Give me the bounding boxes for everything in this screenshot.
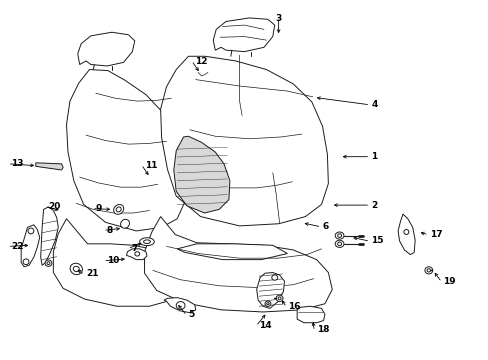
Ellipse shape bbox=[73, 266, 79, 271]
Ellipse shape bbox=[403, 229, 408, 234]
Polygon shape bbox=[297, 306, 325, 323]
Polygon shape bbox=[397, 214, 414, 255]
Text: 12: 12 bbox=[194, 57, 207, 66]
Text: 5: 5 bbox=[188, 310, 194, 319]
Text: 18: 18 bbox=[316, 325, 328, 334]
Text: 9: 9 bbox=[96, 204, 102, 213]
Polygon shape bbox=[53, 219, 184, 306]
Text: 17: 17 bbox=[429, 230, 442, 239]
Text: 1: 1 bbox=[370, 152, 377, 161]
Polygon shape bbox=[66, 69, 184, 231]
Polygon shape bbox=[21, 225, 40, 267]
Text: 20: 20 bbox=[48, 202, 61, 211]
Ellipse shape bbox=[426, 269, 429, 272]
Ellipse shape bbox=[23, 259, 29, 265]
Ellipse shape bbox=[135, 252, 140, 256]
Ellipse shape bbox=[176, 302, 184, 310]
Ellipse shape bbox=[276, 295, 283, 302]
Ellipse shape bbox=[121, 219, 129, 228]
Text: 13: 13 bbox=[11, 159, 24, 168]
Text: 11: 11 bbox=[144, 161, 157, 170]
Polygon shape bbox=[160, 56, 328, 226]
Text: 6: 6 bbox=[322, 222, 328, 231]
Text: 14: 14 bbox=[259, 321, 271, 330]
Text: 19: 19 bbox=[443, 276, 455, 285]
Ellipse shape bbox=[271, 275, 277, 280]
Text: 7: 7 bbox=[131, 244, 138, 253]
Polygon shape bbox=[173, 136, 229, 213]
Ellipse shape bbox=[337, 242, 341, 246]
Ellipse shape bbox=[334, 240, 343, 247]
Text: 22: 22 bbox=[11, 242, 24, 251]
Polygon shape bbox=[126, 249, 147, 260]
Ellipse shape bbox=[143, 240, 150, 243]
Polygon shape bbox=[41, 207, 58, 265]
Text: 4: 4 bbox=[370, 100, 377, 109]
Text: 21: 21 bbox=[86, 269, 98, 278]
Ellipse shape bbox=[45, 260, 52, 266]
Text: 16: 16 bbox=[288, 302, 300, 311]
Polygon shape bbox=[163, 298, 195, 313]
Ellipse shape bbox=[140, 238, 154, 246]
Ellipse shape bbox=[337, 234, 341, 237]
Text: 10: 10 bbox=[107, 256, 119, 265]
Polygon shape bbox=[78, 32, 135, 66]
Text: 15: 15 bbox=[370, 237, 383, 246]
Ellipse shape bbox=[334, 232, 343, 239]
Ellipse shape bbox=[278, 297, 281, 300]
Ellipse shape bbox=[28, 228, 34, 234]
Polygon shape bbox=[144, 217, 331, 312]
Ellipse shape bbox=[113, 204, 123, 214]
Polygon shape bbox=[36, 163, 63, 170]
Text: 3: 3 bbox=[275, 14, 281, 23]
Ellipse shape bbox=[424, 267, 432, 274]
Polygon shape bbox=[213, 18, 274, 51]
Text: 8: 8 bbox=[107, 226, 113, 235]
Ellipse shape bbox=[70, 263, 82, 275]
Ellipse shape bbox=[264, 301, 270, 306]
Ellipse shape bbox=[116, 207, 121, 212]
Text: 2: 2 bbox=[370, 201, 377, 210]
Ellipse shape bbox=[266, 303, 268, 305]
Ellipse shape bbox=[47, 262, 50, 265]
Polygon shape bbox=[177, 244, 287, 260]
Polygon shape bbox=[256, 273, 284, 309]
